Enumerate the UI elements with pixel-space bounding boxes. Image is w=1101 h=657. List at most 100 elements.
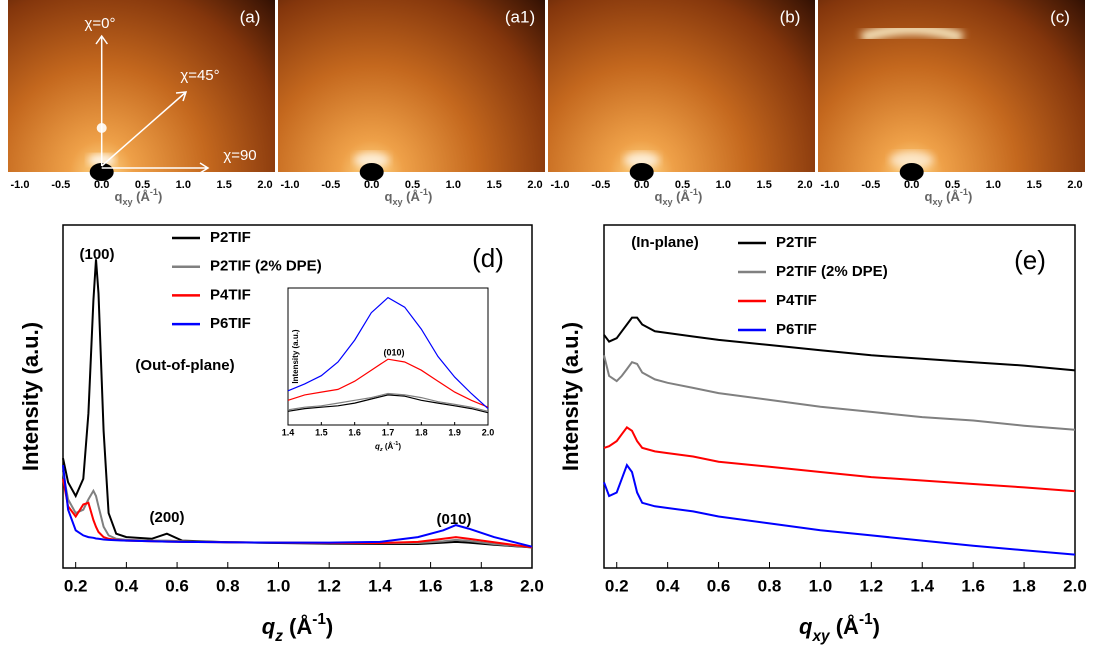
legend-label: P2TIF (2% DPE)	[776, 263, 888, 280]
x-tick-label: 1.0	[176, 179, 191, 191]
panel-label: (a)	[240, 7, 261, 26]
legend-label: P4TIF	[210, 286, 251, 303]
x-tick-label: 0.0	[94, 179, 109, 191]
x-tick-label: -0.5	[321, 179, 340, 191]
annotation: χ=90	[223, 147, 256, 164]
axis-label-part: (Å	[403, 189, 421, 204]
image-panel	[278, 0, 545, 172]
x-tick-label: 2.0	[527, 179, 542, 191]
x-tick-label: 1.9	[448, 427, 461, 437]
axis-label-part: )	[158, 189, 162, 204]
x-tick-label: 0.6	[707, 576, 731, 595]
x-tick-label: 1.5	[757, 179, 772, 191]
x-tick-label: 2.0	[257, 179, 272, 191]
axis-label-part: q	[799, 614, 813, 639]
axis-label-part: xy	[392, 197, 403, 207]
axis-label-part: (Å	[283, 613, 312, 639]
axis-label: qxy (Å-1)	[654, 187, 702, 207]
plot-frame	[287, 287, 489, 426]
panel-label: (b)	[780, 7, 801, 26]
axis-label-part: (Å	[133, 189, 151, 204]
x-tick-label: 1.8	[415, 427, 428, 437]
axis-label-part: )	[968, 189, 972, 204]
axis-label-part: )	[873, 614, 880, 639]
x-tick-label: -0.5	[51, 179, 70, 191]
axis-label-part: q	[654, 189, 662, 204]
legend-label: P2TIF	[210, 229, 251, 246]
x-tick-label: 1.0	[446, 179, 461, 191]
legend-label: P2TIF (2% DPE)	[210, 258, 322, 275]
image-panel	[8, 0, 275, 172]
legend-label: P6TIF	[210, 315, 251, 332]
x-tick-label: 1.0	[986, 179, 1001, 191]
x-tick-label: 1.5	[1027, 179, 1042, 191]
y-axis-label: Intensity (a.u.)	[18, 322, 43, 471]
x-tick-label: 0.5	[135, 179, 150, 191]
x-tick-label: 1.5	[315, 427, 328, 437]
axis-label-part: -1	[859, 611, 873, 628]
x-tick-label: 1.0	[809, 576, 833, 595]
x-tick-label: 0.8	[216, 576, 240, 595]
series-line	[287, 358, 489, 408]
axis-label-part: q	[384, 189, 392, 204]
x-tick-label: 2.0	[520, 576, 544, 595]
scattering-image	[8, 0, 275, 172]
axis-label: qxy (Å-1)	[114, 187, 162, 207]
x-tick-label: 1.2	[317, 576, 341, 595]
x-tick-label: 1.6	[419, 576, 443, 595]
x-tick-label: 1.4	[910, 576, 934, 595]
axis-label-part: q	[924, 189, 932, 204]
x-tick-label: -0.5	[591, 179, 610, 191]
axis-label-part: -1	[150, 187, 158, 197]
axis-label-part: )	[428, 189, 432, 204]
x-tick-label: 1.4	[282, 427, 295, 437]
x-tick-label: -1.0	[11, 179, 30, 191]
x-tick-label: 1.5	[217, 179, 232, 191]
series-line	[287, 394, 489, 414]
y-axis-label: Intensity (a.u.)	[558, 322, 583, 471]
series-line	[603, 316, 1076, 372]
series-line	[62, 464, 533, 548]
axis-label: qxy (Å-1)	[384, 187, 432, 207]
x-tick-label: 0.8	[758, 576, 782, 595]
scattering-image	[818, 0, 1085, 172]
x-tick-label: 2.0	[482, 427, 495, 437]
x-tick-label: 0.6	[165, 576, 189, 595]
x-tick-label: 2.0	[1067, 179, 1082, 191]
image-panels	[8, 0, 1085, 172]
x-tick-label: 0.0	[634, 179, 649, 191]
axis-label-part: xy	[662, 197, 673, 207]
x-tick-label: 1.0	[267, 576, 291, 595]
axis-label-part: xy	[122, 197, 133, 207]
axis-label-part: q	[114, 189, 122, 204]
axis-label-part: )	[326, 614, 333, 639]
x-tick-label: 2.0	[797, 179, 812, 191]
x-tick-label: 0.5	[945, 179, 960, 191]
panel-label: (d)	[472, 243, 504, 273]
x-tick-label: 1.8	[1012, 576, 1036, 595]
axis-label-part: )	[698, 189, 702, 204]
axis-label-part: z	[274, 628, 283, 645]
annotation: (010)	[436, 511, 471, 528]
x-tick-label: 0.5	[405, 179, 420, 191]
panel-label: (a1)	[505, 7, 535, 26]
axis-label: qxy (Å-1)	[924, 187, 972, 207]
annotation: χ=0°	[85, 15, 116, 32]
axis-label-part: -1	[312, 611, 326, 628]
axis-label-part: xy	[932, 197, 943, 207]
axis-label-part: (Å	[383, 442, 394, 451]
x-tick-label: 0.4	[656, 576, 680, 595]
axis-label: qz (Å-1)	[375, 441, 401, 453]
axis-label-part: -1	[690, 187, 698, 197]
axis-label: qxy (Å-1)	[799, 611, 880, 645]
axis-label-part: )	[398, 442, 401, 451]
annotation: (100)	[79, 246, 114, 263]
x-tick-label: 1.5	[487, 179, 502, 191]
scattering-image	[548, 0, 815, 172]
annotation: χ=45°	[180, 67, 219, 84]
axis-label: qz (Å-1)	[262, 611, 334, 645]
series-line	[287, 392, 489, 412]
axis-label-part: q	[262, 614, 276, 639]
series-line	[603, 463, 1076, 556]
